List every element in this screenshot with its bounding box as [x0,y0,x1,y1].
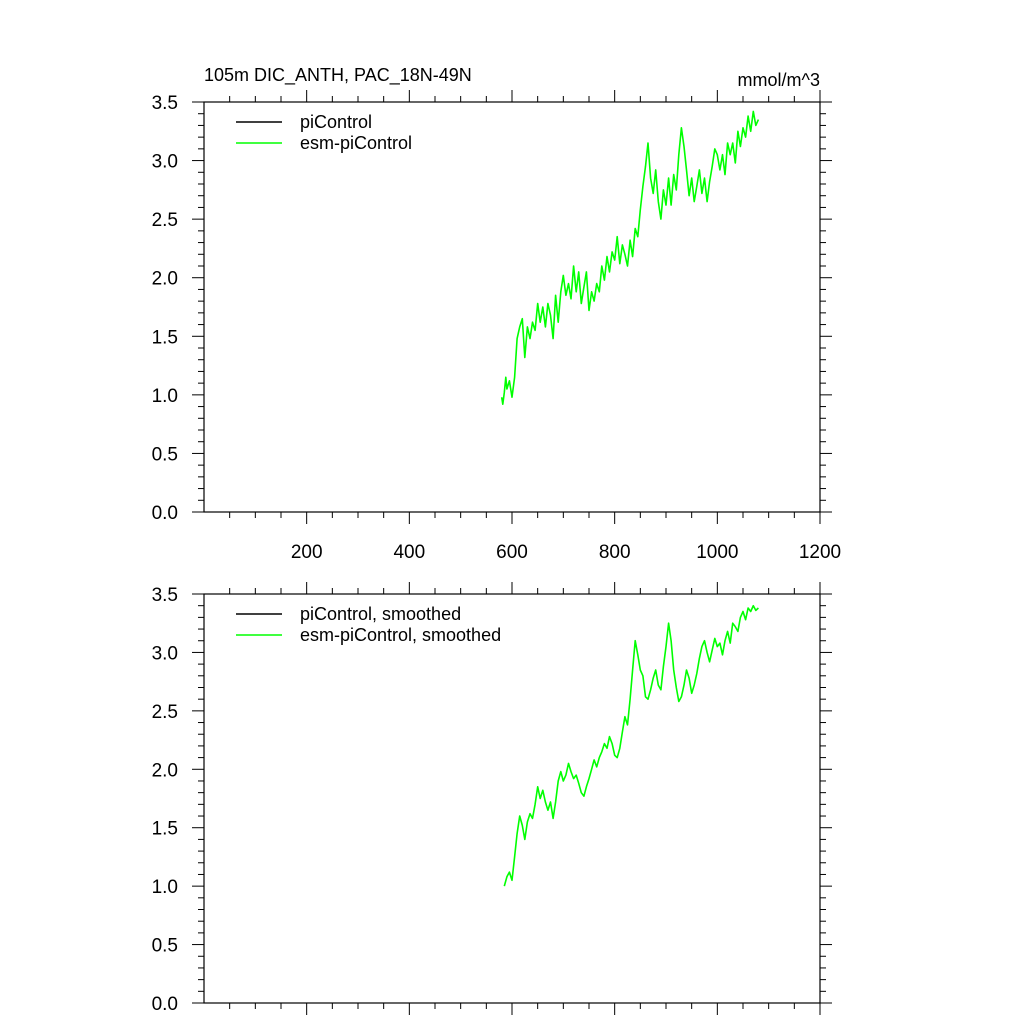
series-line [503,604,759,887]
y-tick-label: 0.5 [152,444,178,465]
x-tick-label: 800 [599,542,631,563]
y-tick-label: 2.0 [152,269,178,290]
x-tick-label: 1000 [696,542,738,563]
units-label: mmol/m^3 [738,70,820,90]
y-tick-label: 1.5 [152,819,178,840]
series-line [500,110,760,406]
y-tick-label: 0.5 [152,936,178,957]
plot-frame [203,101,821,513]
x-tick-label: 600 [496,542,528,563]
y-tick-label: 0.0 [152,503,178,524]
top-panel: 0.0 0.5 1.0 1.5 2.0 2.5 3.0 3.5 200 400 600 800 1000… [152,90,841,563]
plot-frame [203,593,821,1004]
x-tick-label: 1200 [799,542,841,563]
legend-label: esm-piControl, smoothed [300,625,501,645]
y-tick-label: 3.5 [152,93,178,114]
y-tick-label: 3.5 [152,585,178,606]
y-tick-label: 2.5 [152,210,178,231]
y-tick-label: 2.5 [152,702,178,723]
y-tick-label: 1.0 [152,386,178,407]
legend-label: esm-piControl [300,133,412,153]
y-tick-label: 2.0 [152,760,178,781]
y-tick-label: 0.0 [152,994,178,1015]
x-tick-label: 200 [291,542,323,563]
y-tick-label: 3.0 [152,152,178,173]
y-tick-label: 3.0 [152,643,178,664]
legend-label: piControl [300,112,372,132]
y-tick-label: 1.5 [152,327,178,348]
legend-label: piControl, smoothed [300,604,461,624]
x-tick-label: 400 [393,542,425,563]
bottom-panel: 0.0 0.5 1.0 1.5 2.0 2.5 3.0 3.5 piControl, smoot… [152,582,832,1015]
y-tick-label: 1.0 [152,877,178,898]
figure-title: 105m DIC_ANTH, PAC_18N-49N [204,65,472,86]
